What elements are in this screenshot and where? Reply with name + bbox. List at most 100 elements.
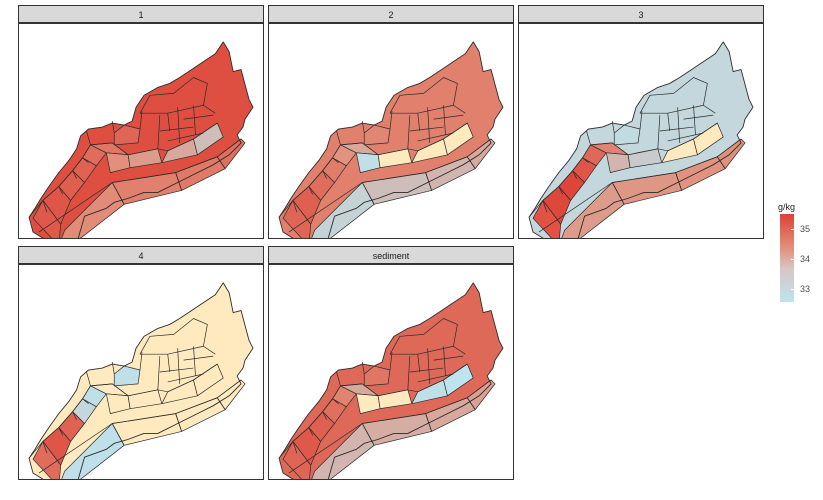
facet-strip-label: 1: [18, 5, 264, 23]
region-boundary: [167, 373, 204, 383]
region-boundary: [417, 354, 421, 373]
region-boundary: [361, 182, 375, 205]
region-boundary: [362, 172, 426, 183]
region-boundary: [389, 352, 393, 371]
region-boundary: [216, 397, 226, 410]
region-boundary: [417, 113, 421, 132]
legend-tick-mark: [791, 229, 794, 230]
region-boundary: [42, 200, 48, 213]
region-boundary: [308, 427, 314, 436]
region-boundary: [38, 423, 113, 474]
region-boundary: [427, 348, 430, 384]
region-boundary: [216, 156, 226, 169]
region-boundary: [332, 398, 339, 404]
region-boundary: [167, 113, 171, 132]
region-boundary: [716, 156, 726, 169]
region-boundary: [292, 200, 298, 213]
map-region: [113, 124, 141, 146]
region-boundary: [157, 115, 161, 149]
region-boundary: [177, 107, 180, 143]
region-boundary: [72, 170, 77, 179]
region-boundary: [417, 373, 454, 383]
map-region: [139, 318, 208, 355]
region-boundary: [433, 114, 464, 120]
region-boundary: [611, 182, 625, 205]
region-boundary: [58, 427, 64, 436]
region-boundary: [82, 157, 89, 163]
region-boundary: [183, 355, 214, 361]
region-boundary: [389, 111, 393, 130]
map-region: [139, 77, 208, 114]
facet-strip-label: 3: [518, 5, 764, 23]
legend-tick-label: 33: [800, 284, 811, 294]
region-boundary: [159, 126, 194, 132]
region-boundary: [675, 156, 718, 173]
region-boundary: [322, 170, 327, 179]
region-boundary: [193, 105, 196, 135]
region-boundary: [111, 423, 125, 446]
region-boundary: [717, 138, 742, 158]
region-boundary: [38, 182, 113, 233]
region-boundary: [139, 111, 143, 130]
map-region: [639, 77, 708, 114]
region-boundary: [28, 122, 218, 218]
region-boundary: [558, 186, 564, 195]
region-boundary: [288, 423, 363, 474]
region-boundary: [86, 371, 91, 386]
region-boundary: [217, 379, 242, 399]
region-boundary: [58, 186, 64, 195]
region-boundary: [443, 346, 446, 376]
region-boundary: [336, 371, 341, 386]
region-boundary: [433, 355, 464, 361]
region-boundary: [453, 345, 466, 355]
region-boundary: [288, 182, 363, 233]
region-boundary: [417, 132, 454, 142]
region-boundary: [183, 114, 214, 120]
facet-map-plot: [18, 264, 264, 480]
region-boundary: [308, 186, 314, 195]
region-boundary: [157, 356, 161, 390]
salinity-map: [28, 282, 254, 479]
region-boundary: [586, 130, 591, 145]
map-region: [389, 77, 458, 114]
salinity-map: [528, 41, 754, 238]
region-boundary: [28, 363, 218, 459]
legend-tick-mark: [791, 259, 794, 260]
region-boundary: [425, 156, 468, 173]
region-boundary: [111, 182, 125, 205]
region-boundary: [542, 200, 548, 213]
legend-colorbar: [780, 214, 794, 302]
region-boundary: [407, 115, 411, 149]
region-boundary: [467, 138, 492, 158]
map-region: [613, 124, 641, 146]
region-boundary: [217, 138, 242, 158]
map-region: [693, 122, 724, 156]
region-boundary: [336, 130, 341, 145]
region-boundary: [703, 104, 716, 114]
region-boundary: [193, 346, 196, 376]
region-boundary: [667, 132, 704, 142]
map-outline: [28, 41, 254, 238]
legend-tick-mark: [791, 289, 794, 290]
region-boundary: [167, 132, 204, 142]
region-boundary: [139, 352, 143, 371]
region-boundary: [112, 413, 176, 424]
region-boundary: [407, 356, 411, 390]
region-boundary: [683, 114, 714, 120]
map-outline: [278, 282, 504, 479]
facet-map-plot: [268, 264, 514, 480]
region-boundary: [427, 107, 430, 143]
region-boundary: [453, 104, 466, 114]
facet-map-plot: [518, 23, 764, 239]
region-boundary: [175, 156, 218, 173]
region-boundary: [82, 398, 89, 404]
region-boundary: [203, 345, 216, 355]
map-outline: [528, 41, 754, 238]
region-boundary: [278, 363, 468, 459]
region-boundary: [409, 367, 444, 373]
region-boundary: [175, 397, 218, 414]
region-boundary: [332, 157, 339, 163]
map-outline: [278, 41, 504, 238]
region-boundary: [667, 113, 671, 132]
region-boundary: [639, 111, 643, 130]
